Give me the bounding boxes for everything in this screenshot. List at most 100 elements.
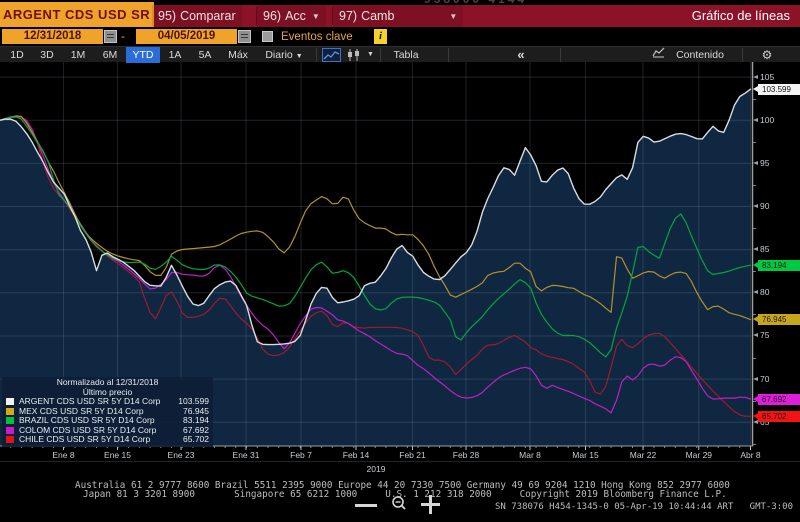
menu-camb[interactable]: 97) Camb ▼ [333,5,464,27]
legend-swatch [6,436,14,444]
menu-separator [332,7,333,25]
argent-area-fill [0,89,751,446]
key-events-checkbox[interactable] [262,31,273,42]
top-strip: 958000 4144 [0,0,800,5]
range-1a[interactable]: 1A [168,49,182,61]
gear-settings-icon[interactable]: ⚙ [761,48,773,62]
y-axis-tick [753,290,758,295]
security-ticker[interactable]: ARGENT CDS USD SR [0,2,154,27]
chart-type-dropdown-arrow[interactable]: ▼ [367,51,374,58]
legend-value: 65.702 [183,434,209,444]
price-chart[interactable]: Normalizado al 12/31/2018 Último precio … [0,62,800,474]
magnifier-icon[interactable] [391,495,407,511]
legend-value: 83.194 [183,415,209,425]
series-line-colom [0,115,752,414]
y-axis-tick [753,247,758,252]
range-3d[interactable]: 3D [40,49,54,61]
footer-contact-line2: Japan 81 3 3201 8900 Singapore 65 6212 1… [83,489,727,500]
y-axis-tick [753,204,758,209]
footer-status-line: SN 738076 H454-1345-0 05-Apr-19 10:44:44… [494,502,793,512]
menu-comparar[interactable]: 95) Comparar [152,5,242,27]
legend-entry: BRAZIL CDS USD SR 5Y D14 Corp 83.194 [5,415,210,426]
menu-acc[interactable]: 96) Acc ▼ [257,5,326,27]
date-range-dash: - [121,29,125,43]
toolbar-separator [560,48,561,62]
y-axis-label: 80 [760,287,770,298]
legend-label: ARGENT CDS USD SR 5Y D14 Corp [19,396,161,406]
legend-title: Normalizado al 12/31/2018 [56,377,159,387]
series-line-chile [0,116,752,417]
footer: Australia 61 2 9777 8600 Brazil 5511 239… [0,474,800,522]
collapse-panel-button[interactable]: « [517,47,525,62]
zoom-in-button-bar[interactable] [429,495,432,514]
range-1m[interactable]: 1M [70,49,86,61]
calendar-icon[interactable] [104,30,117,43]
y-axis-minor-tick [753,98,756,100]
y-axis-label: 65 [760,416,770,427]
dropdown-arrow-icon: ▼ [311,12,320,21]
end-date-input[interactable]: 04/05/2019 [136,29,237,44]
line-chart-type-icon[interactable] [322,48,341,62]
legend-swatch [6,407,14,415]
x-axis-label: Ene 23 [167,450,195,460]
footer-contact-line1: Australia 61 2 9777 8600 Brazil 5511 239… [75,480,730,491]
menu-separator [256,7,257,25]
x-axis-label: Mar 29 [685,450,713,460]
y-axis-label: 100 [760,114,775,125]
y-axis-minor-tick [753,271,756,273]
range-ytd-active[interactable]: YTD [126,47,160,63]
dropdown-arrow-icon: ▼ [295,53,303,60]
date-range-bar: 12/31/2018 - 04/05/2019 Eventos clave i [0,27,800,46]
legend-entry: MEX CDS USD SR 5Y D14 Corp 76.945 [5,405,210,417]
chart-legend: Normalizado al 12/31/2018 Último precio … [2,377,213,447]
y-axis-label: 85 [760,244,770,255]
legend-label: CHILE CDS USD SR 5Y D14 Corp [19,434,151,444]
legend-value: 103.599 [178,396,209,406]
y-axis-minor-tick [753,443,756,445]
y-axis-tick [753,117,758,122]
y-axis-label: 105 [760,71,775,82]
last-price-badge: 76.945 [753,313,800,325]
chart-toolbar: 1D 3D 1M 6M YTD 1A 5A Máx Diario ▼ ▼ Tab… [0,46,800,63]
axis-underline [0,461,800,462]
x-axis-label: Ene 8 [52,450,75,460]
zoom-out-button[interactable] [355,504,377,507]
legend-value: 67.692 [183,424,209,435]
range-1d[interactable]: 1D [10,49,24,61]
legend-value: 76.945 [183,405,209,416]
candlestick-chart-type-icon[interactable] [346,48,361,62]
y-axis-minor-tick [753,357,756,359]
legend-swatch [6,398,14,406]
range-6m[interactable]: 6M [102,49,118,61]
toolbar-separator [380,48,381,62]
legend-label: MEX CDS USD SR 5Y D14 Corp [19,405,144,416]
last-price-badge: 83.194 [753,259,800,271]
toolbar-separator [742,48,743,62]
range-max[interactable]: Máx [228,49,248,61]
y-axis-minor-tick [753,141,756,143]
legend-entry: CHILE CDS USD SR 5Y D14 Corp 65.702 [5,434,210,445]
x-axis-label: Mar 8 [519,450,541,460]
legend-entry: COLOM CDS USD SR 5Y D14 Corp 67.692 [5,424,210,436]
range-5a[interactable]: 5A [198,49,212,61]
period-select[interactable]: Diario ▼ [265,49,303,61]
last-price-badge: 65.702 [753,410,800,422]
table-button[interactable]: Tabla [393,49,419,61]
y-axis-label: 75 [760,330,770,341]
legend-swatch [6,426,14,434]
calendar-icon[interactable] [238,30,251,43]
clipped-text-remnant: 958000 4144 [424,0,527,5]
series-line-mex [0,115,752,321]
legend-label: COLOM CDS USD SR 5Y D14 Corp [19,424,157,435]
y-axis-tick [753,376,758,381]
view-title: Gráfico de líneas [691,8,790,23]
start-date-input[interactable]: 12/31/2018 [2,29,103,44]
x-axis-label: Ene 15 [104,450,131,460]
y-axis-tick [753,74,758,79]
content-button[interactable]: Contenido [676,49,724,61]
x-axis-label: Mar 15 [572,450,599,460]
info-icon[interactable]: i [374,29,387,44]
x-axis-label: Feb 28 [452,450,480,460]
legend-entry: ARGENT CDS USD SR 5Y D14 Corp 103.599 [5,396,210,407]
